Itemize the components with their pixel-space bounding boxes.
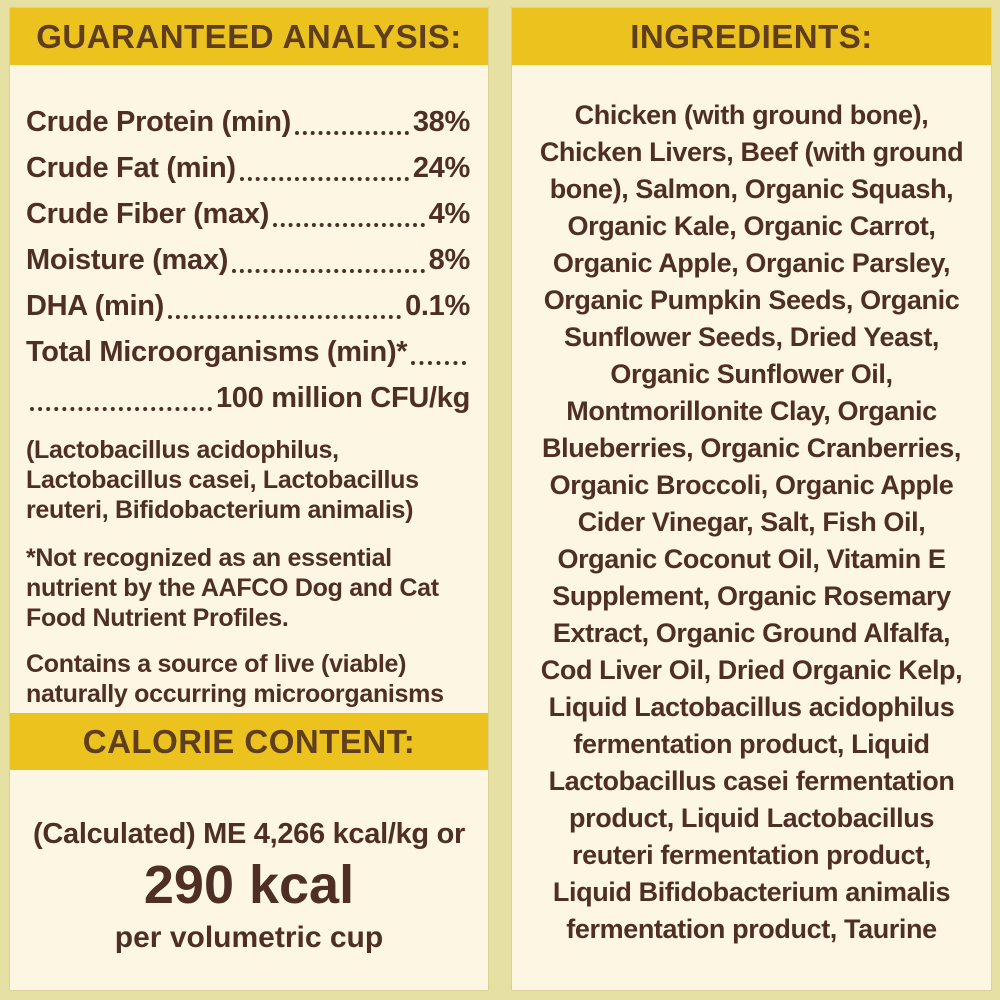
species-note-line: Lactobacillus casei, Lactobacillus xyxy=(26,466,419,494)
analysis-row-crude-fiber: Crude Fiber (max) 4% xyxy=(26,191,470,237)
calorie-content-header: CALORIE CONTENT: xyxy=(10,713,488,770)
guaranteed-analysis-body: Crude Protein (min) 38% Crude Fat (min) … xyxy=(10,65,488,709)
dotted-leader xyxy=(239,177,409,181)
analysis-value: 100 million CFU/kg xyxy=(215,382,470,414)
analysis-label: Crude Fiber (max) xyxy=(26,198,270,230)
contains-note-line: naturally occurring microorganisms xyxy=(26,680,444,708)
ingredients-panel: INGREDIENTS: Chicken (with ground bone),… xyxy=(512,8,991,990)
ingredients-line: Chicken (with ground bone), xyxy=(574,100,929,130)
dotted-leader xyxy=(273,223,425,227)
footnote-line: nutrient by the AAFCO Dog and Cat xyxy=(26,574,439,602)
contains-live-microorganisms-note: Contains a source of live (viable) natura… xyxy=(26,649,470,709)
analysis-row-moisture: Moisture (max) 8% xyxy=(26,237,470,283)
ingredients-line: bone), Salmon, Organic Squash, xyxy=(549,174,954,204)
guaranteed-analysis-panel: GUARANTEED ANALYSIS: Crude Protein (min)… xyxy=(10,8,488,990)
dotted-leader xyxy=(411,361,466,365)
ingredients-line: Organic Broccoli, Organic Apple xyxy=(549,470,954,500)
contains-note-line: Contains a source of live (viable) xyxy=(26,650,407,678)
calorie-calculated-line: (Calculated) ME 4,266 kcal/kg or xyxy=(32,818,465,850)
analysis-row-dha: DHA (min) 0.1% xyxy=(26,283,470,329)
ingredients-line: Liquid Lactobacillus acidophilus xyxy=(548,692,955,722)
dotted-leader xyxy=(167,315,402,319)
calorie-kcal-value: 290 kcal xyxy=(143,855,355,915)
ingredients-line: reuteri fermentation product, xyxy=(572,840,931,870)
aafco-footnote: *Not recognized as an essential nutrient … xyxy=(26,543,470,633)
calorie-per-unit: per volumetric cup xyxy=(114,921,384,954)
microorganism-species-note: (Lactobacillus acidophilus, Lactobacillus… xyxy=(26,435,470,525)
ingredients-line: Lactobacillus casei fermentation xyxy=(548,766,955,796)
footnote-line: *Not recognized as an essential xyxy=(26,544,392,572)
ingredients-list: Chicken (with ground bone), Chicken Liver… xyxy=(512,65,991,948)
ingredients-line: product, Liquid Lactobacillus xyxy=(569,803,934,833)
ingredients-line: Cider Vinegar, Salt, Fish Oil, xyxy=(577,507,926,537)
analysis-value: 4% xyxy=(428,198,471,230)
analysis-row-crude-protein: Crude Protein (min) 38% xyxy=(26,99,470,145)
analysis-label: Crude Fat (min) xyxy=(26,152,236,184)
analysis-value: 24% xyxy=(412,152,470,184)
ingredients-line: Blueberries, Organic Cranberries, xyxy=(542,433,961,463)
guaranteed-analysis-header: GUARANTEED ANALYSIS: xyxy=(10,8,488,65)
analysis-row-crude-fat: Crude Fat (min) 24% xyxy=(26,145,470,191)
analysis-label: Moisture (max) xyxy=(26,244,229,276)
ingredients-line: Chicken Livers, Beef (with ground xyxy=(539,137,964,167)
ingredients-line: Organic Apple, Organic Parsley, xyxy=(552,248,951,278)
dotted-leader xyxy=(30,407,212,411)
analysis-value: 38% xyxy=(412,106,470,138)
ingredients-header: INGREDIENTS: xyxy=(512,8,991,65)
ingredients-line: Montmorillonite Clay, Organic xyxy=(566,396,937,426)
analysis-label: Total Microorganisms (min)* xyxy=(26,336,408,368)
dotted-leader xyxy=(294,131,409,135)
ingredients-line: Sunflower Seeds, Dried Yeast, xyxy=(563,322,940,352)
analysis-label: DHA (min) xyxy=(26,290,164,322)
ingredients-line: Organic Coconut Oil, Vitamin E xyxy=(557,544,946,574)
analysis-row-total-microorganisms: Total Microorganisms (min)* xyxy=(26,329,470,375)
ingredients-line: Liquid Bifidobacterium animalis xyxy=(552,877,951,907)
ingredients-line: Organic Sunflower Oil, xyxy=(610,359,893,389)
ingredients-line: fermentation product, Liquid xyxy=(573,729,930,759)
species-note-line: reuteri, Bifidobacterium animalis) xyxy=(26,496,414,524)
ingredients-line: Supplement, Organic Rosemary xyxy=(552,581,951,611)
species-note-line: (Lactobacillus acidophilus, xyxy=(26,436,339,464)
calorie-content-body: (Calculated) ME 4,266 kcal/kg or 290 kca… xyxy=(10,770,488,956)
analysis-value: 8% xyxy=(428,244,471,276)
analysis-row-cfu-continuation: 100 million CFU/kg xyxy=(26,375,470,421)
footnote-line: Food Nutrient Profiles. xyxy=(26,604,289,632)
ingredients-line: fermentation product, Taurine xyxy=(566,914,937,944)
analysis-label: Crude Protein (min) xyxy=(26,106,291,138)
ingredients-line: Cod Liver Oil, Dried Organic Kelp, xyxy=(540,655,963,685)
analysis-value: 0.1% xyxy=(405,290,470,322)
ingredients-line: Organic Kale, Organic Carrot, xyxy=(567,211,936,241)
ingredients-line: Extract, Organic Ground Alfalfa, xyxy=(552,618,951,648)
ingredients-line: Organic Pumpkin Seeds, Organic xyxy=(543,285,960,315)
dotted-leader xyxy=(232,269,425,273)
